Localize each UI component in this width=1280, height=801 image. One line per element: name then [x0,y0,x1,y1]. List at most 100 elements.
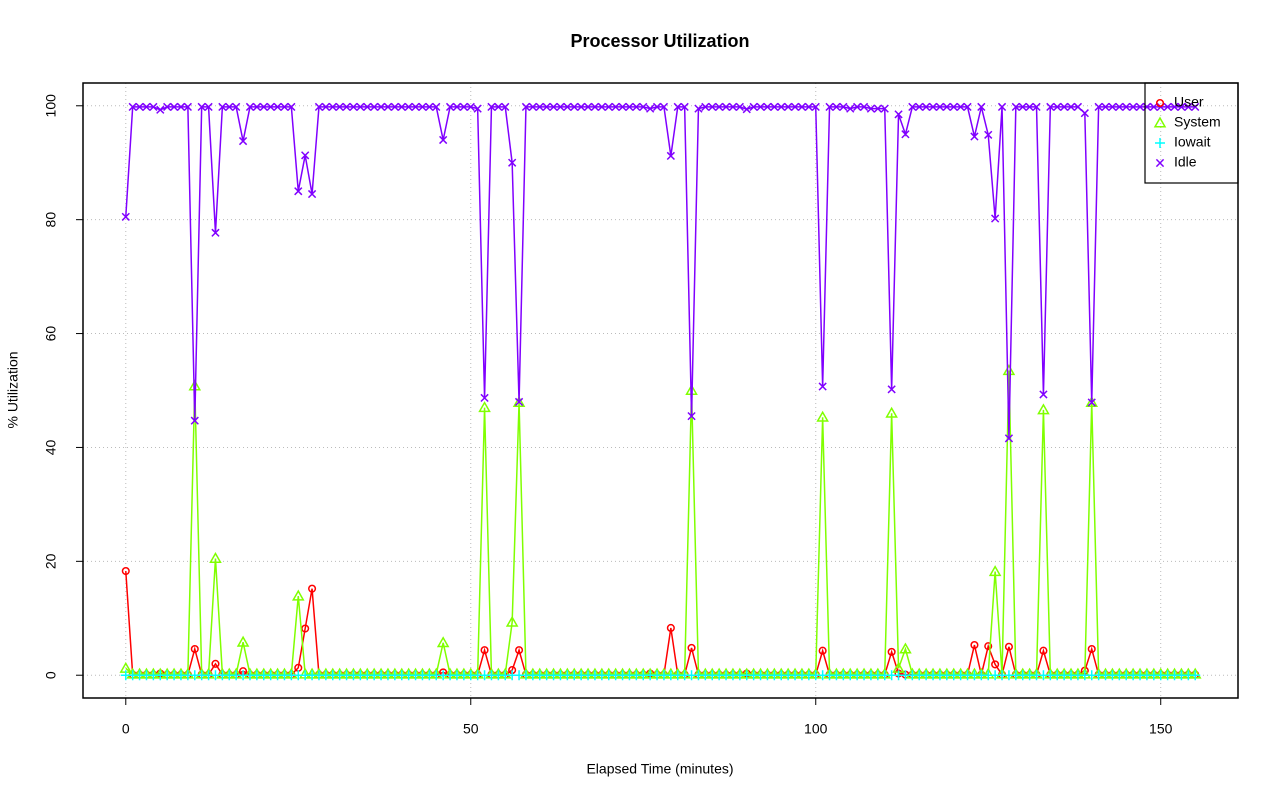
legend-marker [1153,116,1167,128]
point [885,406,898,418]
point [432,102,441,112]
legend-marker [1155,138,1165,148]
point [625,102,634,112]
point [556,102,565,112]
point [197,102,206,112]
point [811,102,820,112]
point [997,102,1007,112]
point [163,102,172,112]
point [832,102,841,112]
point [1039,646,1048,655]
point [301,151,310,160]
point [894,110,903,119]
point [853,102,862,112]
point [156,105,165,114]
x-tick-label: 50 [463,721,479,737]
point [183,102,193,112]
point [1002,364,1016,376]
point [1037,403,1050,415]
point [149,102,158,112]
point [1170,102,1179,112]
point [887,647,896,656]
point [238,136,248,146]
point [1046,102,1055,112]
point [977,102,986,112]
point [790,102,800,112]
point [749,102,758,112]
point [818,646,827,655]
point [494,102,503,112]
point [984,130,993,139]
point [666,151,675,161]
point [211,228,220,237]
point [970,640,979,650]
point [1094,102,1103,112]
point [659,102,669,112]
point [1004,434,1014,443]
point [991,214,1000,223]
point [763,102,772,112]
point [1135,102,1145,112]
y-tick-label: 20 [43,553,59,569]
point [445,102,455,112]
point [666,623,675,633]
point [1053,102,1062,112]
point [784,102,793,112]
point [880,104,889,113]
point [570,102,579,112]
point [370,102,379,112]
point [142,102,151,112]
point [480,393,489,403]
y-axis-title: % Utilization [5,351,21,428]
x-axis-title: Elapsed Time (minutes) [586,761,733,777]
point [480,646,489,655]
point [478,401,491,413]
point [501,102,510,112]
point [1025,102,1034,112]
point [991,660,1000,669]
point [176,102,186,112]
y-tick-label: 80 [43,212,59,228]
y-tick-label: 40 [43,439,59,455]
point [1080,109,1089,118]
point [1087,644,1096,654]
point [225,102,234,112]
point [708,102,717,112]
point [652,102,662,112]
point [1108,102,1117,112]
point [922,102,931,112]
point [273,102,282,112]
point [121,212,130,221]
x-tick-label: 0 [122,721,130,737]
point [383,102,393,112]
point [1018,102,1027,112]
point [1128,102,1138,112]
point [673,102,682,112]
point [209,551,222,563]
point [328,102,337,112]
legend-label: System [1174,114,1221,130]
point [514,397,524,407]
y-tick-label: 100 [43,94,59,118]
point [680,102,689,112]
point [349,102,358,112]
point [515,646,524,655]
point [1087,398,1096,407]
point [452,102,462,112]
point [756,102,765,112]
point [411,102,420,112]
point [728,102,738,112]
point [466,102,475,112]
point [742,105,751,114]
point [397,102,406,112]
point [549,102,558,112]
point [701,102,710,112]
point [899,642,912,654]
point [604,102,613,112]
point [473,104,482,113]
point [1039,390,1048,399]
point [777,102,786,112]
point [356,102,365,112]
